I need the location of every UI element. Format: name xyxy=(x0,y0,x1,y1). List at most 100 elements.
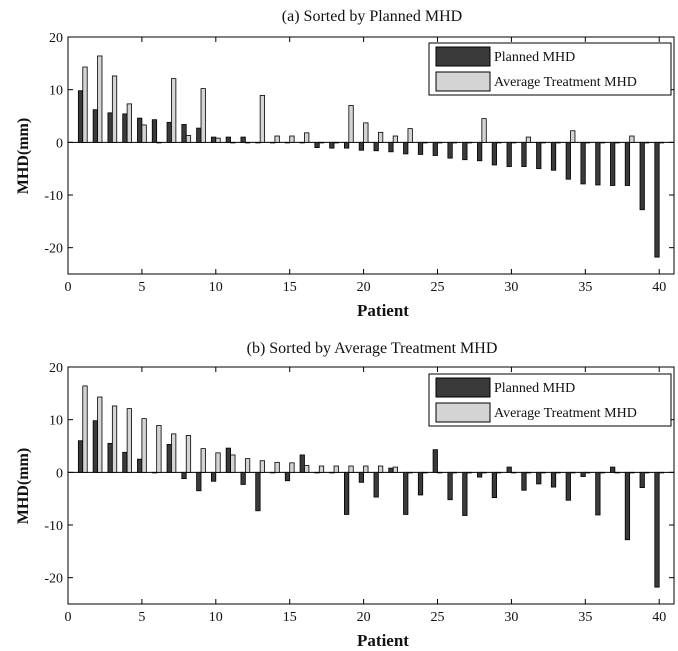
chart-title: (a) Sorted by Planned MHD xyxy=(282,8,462,25)
bar-treatment xyxy=(570,130,576,143)
legend-swatch-treatment xyxy=(435,402,491,423)
bar-treatment xyxy=(274,461,280,473)
bar-planned xyxy=(595,141,601,186)
bar-planned xyxy=(358,141,365,151)
bar-treatment xyxy=(599,471,605,474)
bar-planned xyxy=(92,109,98,143)
bar-treatment xyxy=(82,66,88,143)
bar-treatment xyxy=(466,471,472,474)
bar-treatment xyxy=(259,95,265,143)
bar-planned xyxy=(166,444,172,473)
bar-treatment xyxy=(97,396,103,473)
bar-planned xyxy=(358,471,365,483)
x-tick-label: 20 xyxy=(357,280,371,295)
bar-treatment xyxy=(584,141,591,144)
bar-treatment xyxy=(230,454,236,473)
x-tick-label: 10 xyxy=(209,280,223,295)
bar-treatment xyxy=(644,471,650,474)
bar-treatment xyxy=(511,471,517,474)
legend: Planned MHD Average Treatment MHD xyxy=(428,373,672,427)
bar-treatment xyxy=(584,471,591,474)
x-axis-label: Patient xyxy=(357,631,409,650)
bar-planned xyxy=(270,141,276,144)
bar-planned xyxy=(417,141,424,155)
bar-treatment xyxy=(156,425,162,473)
bar-treatment xyxy=(200,448,206,473)
bar-treatment xyxy=(437,471,443,474)
bar-planned xyxy=(196,127,202,143)
bar-planned xyxy=(122,113,128,143)
x-tick-label: 25 xyxy=(431,280,445,295)
bar-planned xyxy=(329,471,335,474)
bar-treatment xyxy=(185,135,192,143)
bar-treatment xyxy=(304,132,310,143)
x-tick-label: 35 xyxy=(578,610,592,625)
bar-treatment xyxy=(274,135,280,143)
bar-treatment xyxy=(111,405,118,473)
x-axis-label: Patient xyxy=(357,301,409,320)
tick-group: 0 5 10 15 20 25 30 35 40 -20 -10 0 10 20 xyxy=(44,31,675,295)
y-tick-label: -20 xyxy=(44,572,63,587)
bar-treatment xyxy=(126,103,132,143)
y-tick-label: -20 xyxy=(44,242,63,257)
bar-treatment xyxy=(392,135,399,143)
bar-treatment xyxy=(496,141,502,144)
bar-planned xyxy=(565,471,571,501)
y-tick-label: 10 xyxy=(49,84,63,99)
bar-planned xyxy=(314,141,320,149)
bar-treatment xyxy=(244,141,251,144)
bar-planned xyxy=(137,458,143,473)
bar-treatment xyxy=(156,141,162,144)
bar-treatment xyxy=(333,465,339,473)
bar-treatment xyxy=(407,471,413,474)
bar-treatment xyxy=(363,465,369,473)
bar-planned xyxy=(166,121,172,143)
bar-treatment xyxy=(259,460,265,473)
x-tick-label: 30 xyxy=(504,610,518,625)
bar-treatment xyxy=(481,118,487,143)
bar-planned xyxy=(417,471,424,496)
bar-planned xyxy=(284,141,291,144)
bar-treatment xyxy=(363,122,369,143)
bar-planned xyxy=(373,471,379,498)
bar-treatment xyxy=(215,137,221,143)
bar-planned xyxy=(196,471,202,492)
bar-treatment xyxy=(407,128,413,143)
bar-planned xyxy=(122,451,128,473)
bar-planned xyxy=(137,117,143,143)
bar-planned xyxy=(388,141,394,153)
x-tick-label: 15 xyxy=(283,610,297,625)
bar-planned xyxy=(462,471,468,516)
bar-planned xyxy=(624,471,631,541)
bar-treatment xyxy=(658,471,665,474)
bar-treatment xyxy=(540,141,546,144)
bar-planned xyxy=(240,471,246,485)
bar-planned xyxy=(373,141,379,152)
bar-treatment xyxy=(289,135,295,143)
bar-treatment xyxy=(392,466,399,473)
bar-planned xyxy=(77,90,84,143)
bar-planned xyxy=(550,471,557,488)
bar-planned xyxy=(432,449,438,473)
bar-planned xyxy=(491,471,498,499)
bar-treatment xyxy=(481,471,487,474)
bar-planned xyxy=(580,141,586,185)
bar-treatment xyxy=(614,141,620,144)
legend-swatch-planned xyxy=(435,46,491,67)
x-tick-label: 20 xyxy=(357,610,371,625)
bar-planned xyxy=(299,454,305,473)
bar-planned xyxy=(462,141,468,161)
y-tick-label: 0 xyxy=(56,466,63,481)
bar-planned xyxy=(477,471,483,478)
bar-treatment xyxy=(185,435,192,473)
bar-treatment xyxy=(555,471,561,474)
bar-treatment xyxy=(466,141,472,144)
bar-planned xyxy=(343,471,350,515)
chart-panel-a: (a) Sorted by Planned MHD Patient MHD(mm… xyxy=(15,8,675,320)
legend-label-treatment: Average Treatment MHD xyxy=(494,75,637,90)
bar-planned xyxy=(92,420,98,473)
bar-planned xyxy=(491,141,498,166)
bar-treatment xyxy=(629,471,635,474)
x-tick-label: 10 xyxy=(209,610,223,625)
